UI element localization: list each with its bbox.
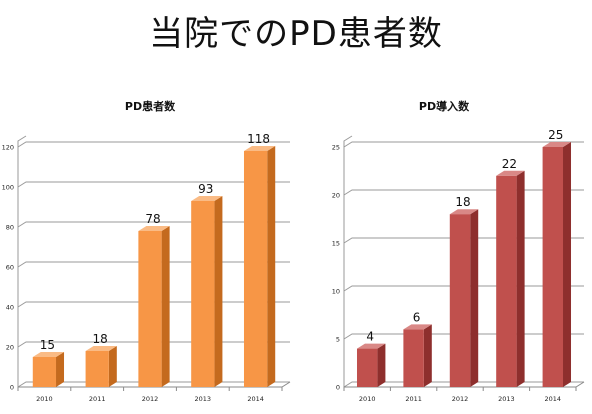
x-tick-label: 2011 bbox=[405, 395, 422, 403]
x-tick-label: 2012 bbox=[452, 395, 469, 403]
bar-2011 bbox=[403, 324, 432, 387]
bar-top bbox=[191, 196, 223, 201]
y-tick-label: 0 bbox=[10, 384, 14, 392]
x-tick-label: 2013 bbox=[195, 395, 212, 403]
gridline bbox=[343, 141, 584, 148]
bar-side bbox=[423, 324, 432, 387]
y-tick-label: 100 bbox=[2, 184, 14, 192]
bar-front bbox=[138, 231, 162, 387]
axis-wall bbox=[343, 135, 353, 387]
bar-2011 bbox=[85, 346, 117, 387]
bar-side bbox=[516, 170, 525, 387]
data-label: 22 bbox=[502, 157, 517, 171]
bar-front bbox=[356, 348, 378, 387]
bar-front bbox=[243, 151, 268, 387]
bar-side bbox=[470, 209, 479, 387]
bar-front bbox=[449, 214, 471, 387]
bar-top bbox=[243, 146, 276, 151]
bar-top bbox=[85, 346, 117, 351]
chart-title: PD導入数 bbox=[419, 99, 470, 113]
bar-side bbox=[377, 343, 386, 387]
bar-front bbox=[191, 201, 215, 387]
axis-wall bbox=[17, 135, 27, 387]
y-tick-label: 15 bbox=[332, 240, 340, 248]
bar-top bbox=[542, 142, 572, 147]
data-label: 18 bbox=[93, 332, 108, 346]
chart-pd-patients: PD患者数 0 20 40 60 80 100 120 15 2010 18 2011 78 2012 93… bbox=[2, 99, 291, 403]
gridline bbox=[17, 181, 290, 188]
bar-top bbox=[496, 170, 525, 176]
y-tick-label: 10 bbox=[332, 288, 340, 296]
data-label: 4 bbox=[366, 330, 374, 344]
bar-front bbox=[542, 147, 564, 387]
x-tick-label: 2011 bbox=[89, 395, 106, 403]
bar-2014 bbox=[243, 146, 276, 387]
data-label: 78 bbox=[145, 212, 160, 226]
bar-top bbox=[32, 352, 65, 357]
y-tick-label: 20 bbox=[6, 344, 14, 352]
y-tick-label: 60 bbox=[6, 264, 14, 272]
x-tick-label: 2014 bbox=[545, 395, 562, 403]
bar-2013 bbox=[191, 196, 223, 387]
data-label: 18 bbox=[455, 195, 470, 209]
chart-pd-introductions: PD導入数 0 5 10 15 20 25 4 2010 6 2011 18 2012 22 2013 25 2… bbox=[332, 99, 585, 403]
data-label: 6 bbox=[413, 310, 421, 324]
bar-side bbox=[161, 226, 170, 387]
bar-side bbox=[267, 146, 276, 387]
bar-side bbox=[108, 346, 117, 387]
y-tick-label: 40 bbox=[6, 304, 14, 312]
x-tick-label: 2012 bbox=[142, 395, 159, 403]
bar-top bbox=[403, 324, 432, 330]
bar-2012 bbox=[449, 209, 479, 387]
x-tick-label: 2010 bbox=[359, 395, 376, 403]
bar-front bbox=[85, 351, 109, 387]
bar-2010 bbox=[32, 352, 65, 387]
bar-front bbox=[496, 175, 517, 387]
bar-top bbox=[449, 209, 479, 215]
x-tick-label: 2013 bbox=[498, 395, 515, 403]
data-label: 15 bbox=[40, 338, 55, 352]
chart-title: PD患者数 bbox=[125, 99, 176, 113]
bar-side bbox=[563, 142, 572, 387]
bar-top bbox=[356, 343, 386, 349]
x-tick-label: 2014 bbox=[247, 395, 264, 403]
y-tick-label: 25 bbox=[332, 144, 340, 152]
bar-2014 bbox=[542, 142, 572, 387]
bar-front bbox=[32, 357, 57, 387]
x-tick-label: 2010 bbox=[36, 395, 53, 403]
data-label: 93 bbox=[198, 182, 213, 196]
y-tick-label: 0 bbox=[336, 384, 340, 392]
y-tick-label: 80 bbox=[6, 224, 14, 232]
bar-side bbox=[56, 352, 65, 387]
bar-2012 bbox=[138, 226, 170, 387]
y-tick-label: 120 bbox=[2, 144, 14, 152]
page-title: 当院でのPD患者数 bbox=[149, 14, 443, 54]
bar-2013 bbox=[496, 170, 525, 387]
data-label: 25 bbox=[548, 128, 563, 142]
y-tick-label: 20 bbox=[332, 192, 340, 200]
bar-top bbox=[138, 226, 170, 231]
data-label: 118 bbox=[247, 132, 270, 146]
y-tick-label: 5 bbox=[336, 336, 340, 344]
bar-2010 bbox=[356, 343, 386, 387]
gridline bbox=[17, 141, 290, 148]
bar-front bbox=[403, 329, 424, 387]
bar-side bbox=[214, 196, 223, 387]
